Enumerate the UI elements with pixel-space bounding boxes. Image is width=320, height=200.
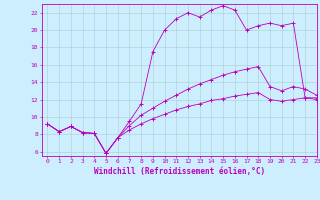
X-axis label: Windchill (Refroidissement éolien,°C): Windchill (Refroidissement éolien,°C) [94,167,265,176]
